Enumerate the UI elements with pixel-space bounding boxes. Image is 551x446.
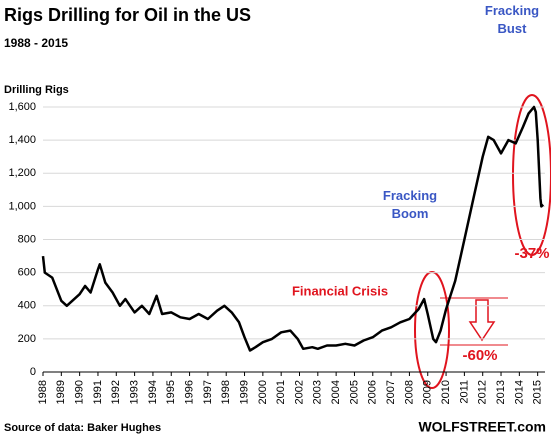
x-tick-label: 2004 — [330, 380, 342, 404]
y-tick-label: 1,400 — [8, 134, 36, 146]
x-tick-label: 1999 — [238, 380, 250, 404]
x-tick-label: 1992 — [110, 380, 122, 404]
line — [41, 105, 545, 352]
x-tick-label: 2007 — [385, 380, 397, 404]
y-tick-label: 1,200 — [8, 167, 36, 179]
bust-ellipse — [512, 94, 551, 256]
x-tick-label: 2002 — [293, 380, 305, 404]
y-tick-label: 800 — [18, 233, 36, 245]
crisis-ellipse — [414, 271, 450, 389]
x-tick-label: 1988 — [37, 380, 49, 404]
x-tick-label: 2005 — [348, 380, 360, 404]
x-tick-label: 2000 — [257, 380, 269, 404]
chart-title: Rigs Drilling for Oil in the US — [4, 5, 251, 25]
down-arrow — [468, 299, 496, 342]
x-tick-label: 1994 — [147, 380, 159, 404]
x-tick-label: 1996 — [183, 380, 195, 404]
chart-subtitle: 1988 - 2015 — [4, 36, 68, 50]
x-tick-label: 1995 — [165, 380, 177, 404]
annotation: Fracking Bust — [485, 3, 539, 36]
x-tick-label: 1991 — [92, 380, 104, 404]
x-tick-label: 1993 — [129, 380, 141, 404]
annotation: -37% — [514, 245, 549, 262]
annotation: Fracking Boom — [383, 188, 437, 221]
y-tick-label: 200 — [18, 333, 36, 345]
x-tick-label: 2014 — [513, 380, 525, 404]
x-tick-label: 2012 — [477, 380, 489, 404]
annotation: -60% — [462, 347, 497, 364]
x-tick-label: 2009 — [422, 380, 434, 404]
x-tick-label: 2001 — [275, 380, 287, 404]
source: Source of data: Baker Hughes — [4, 422, 161, 434]
x-tick-label: 2003 — [312, 380, 324, 404]
x-tick-label: 2006 — [367, 380, 379, 404]
x-tick-label: 1997 — [202, 380, 214, 404]
x-tick-label: 2011 — [458, 380, 470, 404]
y-tick-label: 1,600 — [8, 101, 36, 113]
y-axis-label: Drilling Rigs — [4, 84, 69, 96]
x-tick-label: 1990 — [74, 380, 86, 404]
x-tick-label: 1998 — [220, 380, 232, 404]
x-tick-label: 1989 — [55, 380, 67, 404]
y-tick-label: 0 — [30, 366, 36, 378]
annotation: Financial Crisis — [292, 283, 388, 298]
y-tick-label: 400 — [18, 300, 36, 312]
brand: WOLFSTREET.com — [418, 419, 546, 435]
y-tick-label: 600 — [18, 267, 36, 279]
x-tick-label: 2010 — [440, 380, 452, 404]
x-tick-label: 2008 — [403, 380, 415, 404]
x-tick-label: 2013 — [495, 380, 507, 404]
y-tick-label: 1,000 — [8, 200, 36, 212]
x-tick-label: 2015 — [532, 380, 544, 404]
